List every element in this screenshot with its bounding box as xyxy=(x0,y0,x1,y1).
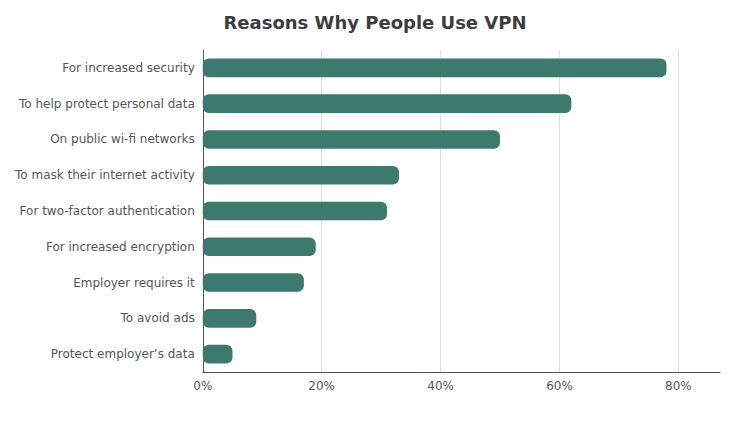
svg-text:60%: 60% xyxy=(546,379,573,393)
svg-text:40%: 40% xyxy=(427,379,454,393)
svg-text:Protect employer’s data: Protect employer’s data xyxy=(51,347,195,361)
svg-text:Reasons Why People Use VPN: Reasons Why People Use VPN xyxy=(223,12,526,33)
svg-text:20%: 20% xyxy=(308,379,335,393)
svg-text:0%: 0% xyxy=(193,379,212,393)
svg-text:For increased security: For increased security xyxy=(62,61,195,75)
svg-text:To avoid ads: To avoid ads xyxy=(120,311,195,325)
svg-text:80%: 80% xyxy=(665,379,692,393)
svg-text:For increased encryption: For increased encryption xyxy=(46,240,195,254)
svg-text:To help protect personal data: To help protect personal data xyxy=(18,97,195,111)
svg-text:On public wi-fi networks: On public wi-fi networks xyxy=(50,132,195,146)
svg-text:For two-factor authentication: For two-factor authentication xyxy=(20,204,195,218)
svg-text:Employer requires it: Employer requires it xyxy=(73,276,195,290)
svg-text:To mask their internet activit: To mask their internet activity xyxy=(14,168,195,182)
